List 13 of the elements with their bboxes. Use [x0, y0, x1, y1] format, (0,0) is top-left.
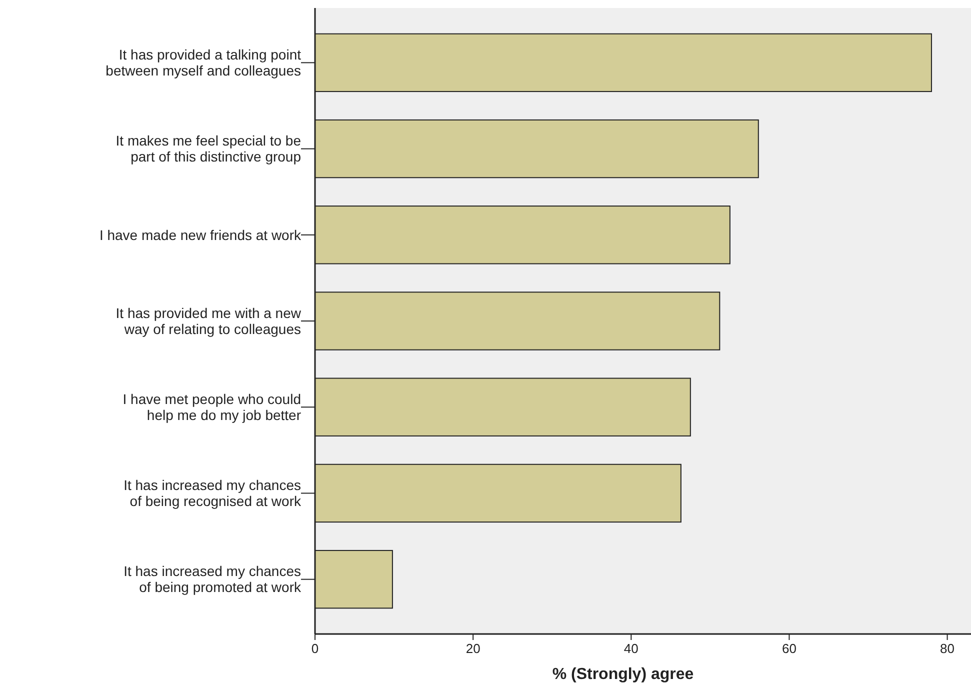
y-tick-label: I have made new friends at work [99, 226, 302, 243]
y-tick-label: I have met people who could help me do my job better [122, 391, 302, 424]
y-tick-label: It has provided a talking point between myself and colleagues [106, 46, 302, 79]
x-tick-label: 0 [311, 641, 319, 656]
x-tick-label: 20 [466, 641, 480, 656]
x-tick-label: 80 [940, 641, 955, 656]
y-tick-label: It makes me feel special to be part of this distinctive group [116, 132, 302, 165]
y-tick-label: It has increased my chances of being recognised at work [124, 477, 302, 510]
x-tick-label: 60 [782, 641, 796, 656]
y-tick-label: It has increased my chances of being promoted at work [124, 563, 302, 596]
y-tick-label: It has provided me with a new way of relating to colleagues [116, 304, 302, 337]
x-axis-title: % (Strongly) agree [552, 666, 694, 683]
x-tick-label: 40 [624, 641, 638, 656]
